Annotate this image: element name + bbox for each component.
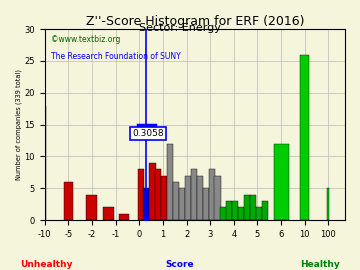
Bar xyxy=(250,195,256,220)
Bar xyxy=(226,201,233,220)
Bar xyxy=(161,176,167,220)
Bar xyxy=(86,195,98,220)
Bar xyxy=(238,207,244,220)
Bar xyxy=(138,169,144,220)
Bar xyxy=(173,182,179,220)
Bar xyxy=(256,207,262,220)
Bar xyxy=(144,188,150,220)
Text: Unhealthy: Unhealthy xyxy=(21,260,73,269)
Bar xyxy=(262,201,268,220)
Title: Z''-Score Histogram for ERF (2016): Z''-Score Histogram for ERF (2016) xyxy=(86,15,304,28)
Bar xyxy=(64,182,73,220)
Bar xyxy=(103,207,114,220)
Text: Healthy: Healthy xyxy=(301,260,340,269)
Bar xyxy=(179,188,185,220)
Bar xyxy=(149,163,156,220)
Bar xyxy=(44,131,45,220)
Bar xyxy=(119,214,129,220)
Text: ©www.textbiz.org: ©www.textbiz.org xyxy=(51,35,120,44)
Bar xyxy=(155,169,162,220)
Bar xyxy=(215,176,221,220)
Bar xyxy=(44,106,46,220)
Bar xyxy=(197,176,203,220)
Text: The Research Foundation of SUNY: The Research Foundation of SUNY xyxy=(51,52,180,61)
Bar xyxy=(300,55,310,220)
Bar xyxy=(232,201,238,220)
Bar xyxy=(327,188,329,220)
Bar xyxy=(191,169,197,220)
Y-axis label: Number of companies (339 total): Number of companies (339 total) xyxy=(15,69,22,180)
Bar xyxy=(244,195,250,220)
Bar xyxy=(208,169,215,220)
Bar xyxy=(220,207,226,220)
Text: 0.3058: 0.3058 xyxy=(132,129,164,138)
Bar xyxy=(167,144,173,220)
Bar xyxy=(274,144,288,220)
Text: Sector: Energy: Sector: Energy xyxy=(139,23,221,33)
Bar xyxy=(203,188,209,220)
Bar xyxy=(185,176,191,220)
Text: Score: Score xyxy=(166,260,194,269)
